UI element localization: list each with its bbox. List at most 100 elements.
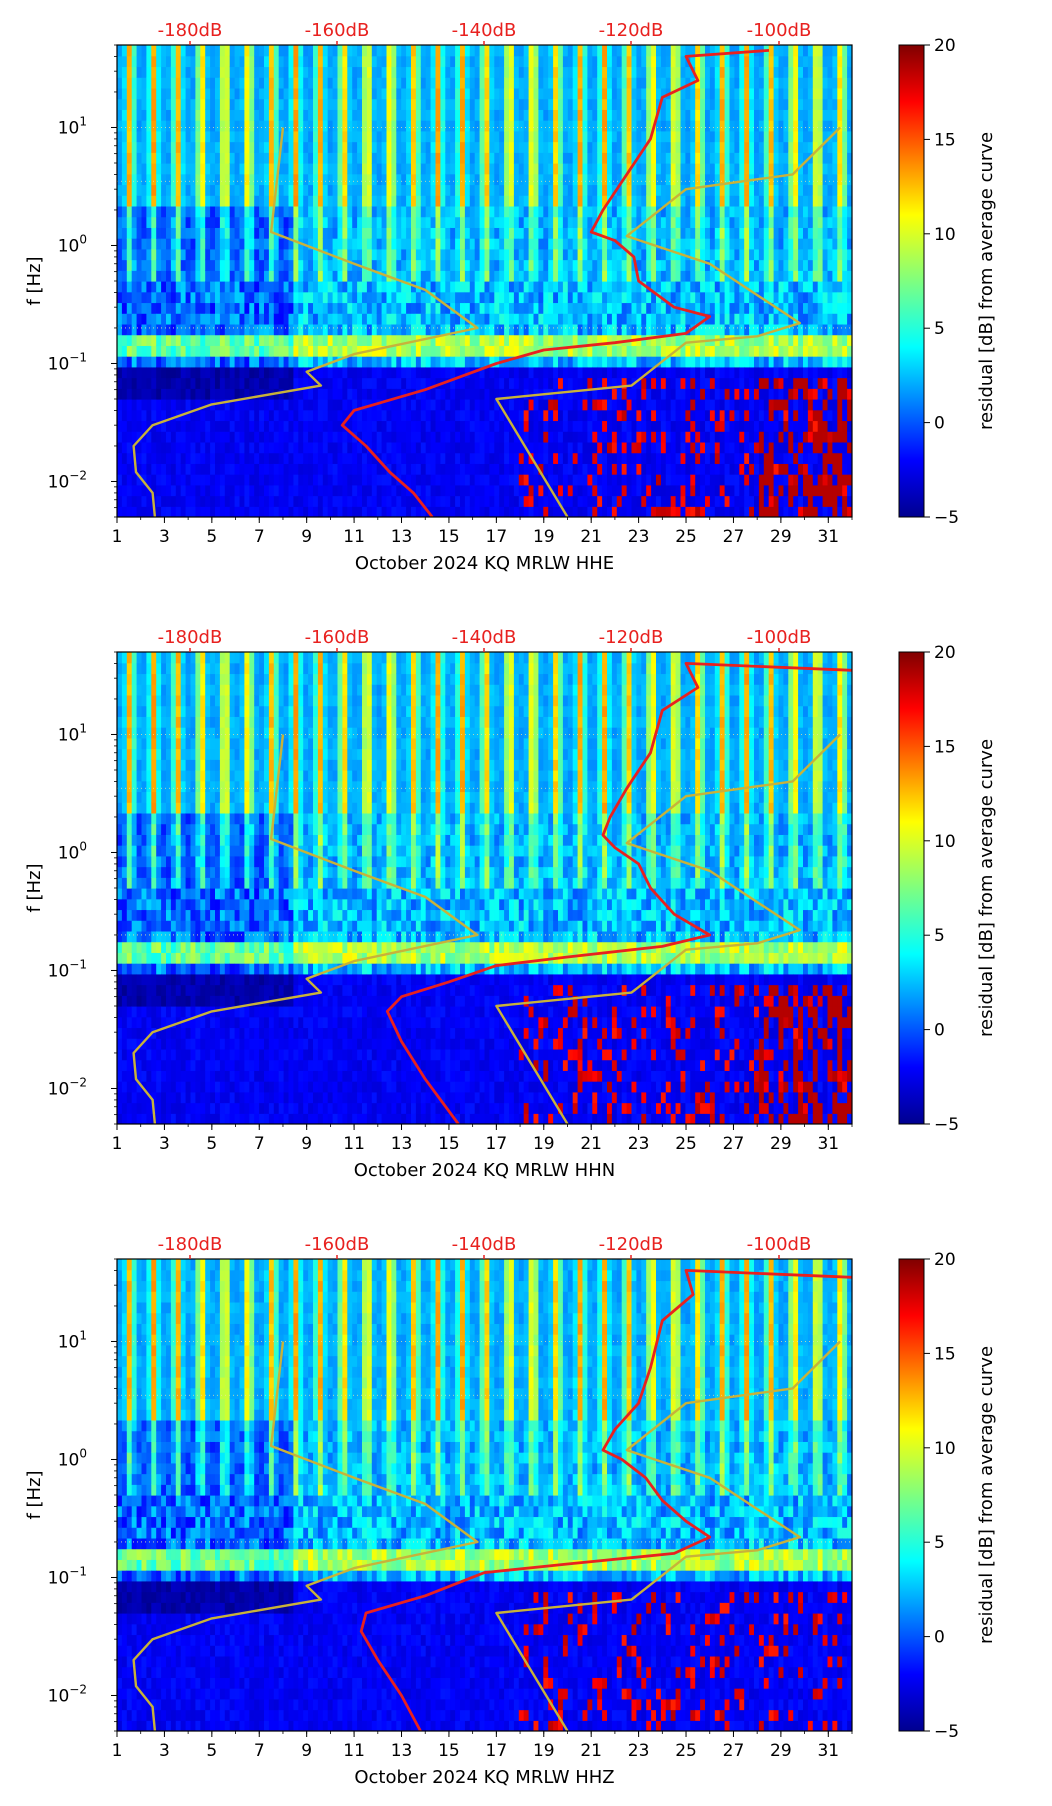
- heatmap-cell: [170, 77, 177, 89]
- heatmap-cell: [229, 259, 236, 271]
- heatmap-cell: [298, 463, 304, 475]
- heatmap-cell: [254, 130, 260, 143]
- heatmap-cell: [342, 377, 348, 389]
- heatmap-cell: [195, 227, 201, 239]
- heatmap-cell: [411, 484, 417, 497]
- heatmap-cell: [170, 163, 177, 175]
- heatmap-cell: [543, 366, 549, 379]
- heatmap-cell: [357, 474, 363, 486]
- heatmap-cell: [494, 45, 500, 57]
- heatmap-cell: [543, 431, 549, 443]
- heatmap-cell: [234, 281, 241, 293]
- heatmap-cell: [170, 495, 177, 507]
- heatmap-cell: [376, 431, 383, 443]
- heatmap-cell: [420, 313, 427, 325]
- heatmap-cell: [278, 495, 285, 507]
- heatmap-cell: [420, 195, 427, 207]
- heatmap-cell: [219, 216, 226, 228]
- heatmap-cell: [582, 87, 588, 100]
- heatmap-cell: [420, 152, 427, 164]
- heatmap-cell: [185, 366, 192, 379]
- heatmap-cell: [264, 173, 270, 186]
- heatmap-cell: [288, 495, 294, 507]
- heatmap-cell: [523, 248, 530, 261]
- heatmap-cell: [283, 77, 290, 89]
- heatmap-cell: [548, 45, 554, 57]
- heatmap-cell: [440, 463, 446, 475]
- heatmap-cell: [651, 377, 657, 389]
- heatmap-cell: [347, 463, 353, 475]
- heatmap-cell: [611, 216, 618, 228]
- heatmap-cell: [141, 130, 147, 143]
- heatmap-cell: [170, 334, 177, 346]
- heatmap-cell: [474, 441, 481, 454]
- heatmap-cell: [567, 302, 574, 314]
- heatmap-cell: [528, 141, 535, 153]
- heatmap-cell: [391, 345, 397, 357]
- heatmap-cell: [121, 399, 128, 411]
- heatmap-cell: [435, 345, 441, 357]
- heatmap-cell: [415, 474, 422, 486]
- heatmap-cell: [602, 409, 608, 422]
- heatmap-cell: [327, 506, 334, 517]
- heatmap-cell: [592, 334, 598, 346]
- heatmap-cell: [117, 366, 123, 379]
- heatmap-cell: [224, 163, 231, 175]
- heatmap-cell: [562, 334, 569, 346]
- heatmap-cell: [401, 205, 407, 218]
- heatmap-cell: [322, 484, 329, 497]
- heatmap-cell: [401, 55, 407, 68]
- heatmap-cell: [180, 66, 187, 78]
- heatmap-cell: [509, 120, 515, 132]
- heatmap-cell: [430, 441, 437, 454]
- heatmap-cell: [200, 452, 206, 464]
- heatmap-cell: [239, 205, 245, 218]
- heatmap-cell: [513, 216, 520, 228]
- heatmap-cell: [200, 291, 206, 304]
- heatmap-cell: [146, 248, 152, 261]
- heatmap-cell: [450, 291, 456, 304]
- heatmap-cell: [347, 216, 353, 228]
- heatmap-cell: [567, 495, 574, 507]
- heatmap-cell: [567, 420, 574, 432]
- heatmap-cell: [587, 238, 593, 250]
- heatmap-cell: [533, 281, 539, 293]
- heatmap-cell: [180, 98, 187, 110]
- heatmap-cell: [210, 66, 216, 78]
- heatmap-cell: [293, 120, 299, 132]
- heatmap-cell: [455, 431, 461, 443]
- heatmap-cell: [195, 109, 201, 121]
- heatmap-cell: [224, 248, 231, 261]
- heatmap-cell: [366, 495, 373, 507]
- heatmap-cell: [327, 431, 334, 443]
- heatmap-cell: [200, 184, 206, 196]
- heatmap-cell: [224, 431, 231, 443]
- heatmap-cell: [322, 334, 329, 346]
- heatmap-cell: [646, 474, 652, 486]
- heatmap-cell: [567, 163, 574, 175]
- heatmap-cell: [337, 173, 343, 186]
- heatmap-cell: [327, 345, 334, 357]
- heatmap-cell: [298, 45, 304, 57]
- heatmap-cell: [303, 163, 309, 175]
- heatmap-cell: [298, 388, 304, 400]
- heatmap-cell: [396, 463, 402, 475]
- heatmap-cell: [298, 474, 304, 486]
- heatmap-cell: [322, 495, 329, 507]
- heatmap-cell: [381, 452, 388, 464]
- heatmap-cell: [577, 345, 584, 357]
- heatmap-cell: [308, 399, 314, 411]
- heatmap-cell: [381, 291, 388, 304]
- heatmap-cell: [210, 152, 216, 164]
- heatmap-cell: [151, 238, 157, 250]
- heatmap-cell: [268, 281, 275, 293]
- heatmap-cell: [420, 77, 427, 89]
- heatmap-cell: [631, 356, 637, 368]
- heatmap-cell: [484, 130, 490, 143]
- heatmap-cell: [460, 45, 466, 57]
- heatmap-cell: [543, 77, 549, 89]
- heatmap-cell: [651, 281, 657, 293]
- heatmap-cell: [229, 205, 236, 218]
- heatmap-cell: [121, 431, 128, 443]
- heatmap-cell: [435, 205, 441, 218]
